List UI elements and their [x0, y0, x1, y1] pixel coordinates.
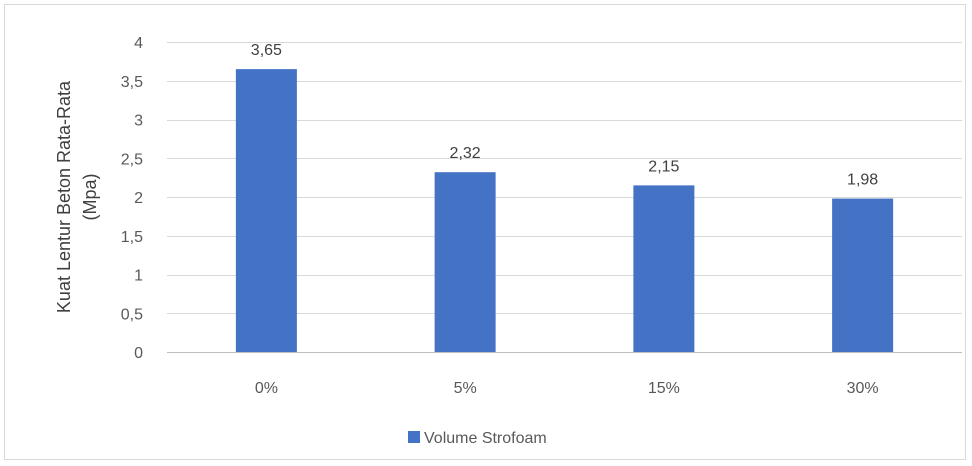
- y-tick-label: 0: [134, 345, 143, 362]
- legend-label: Volume Strofoam: [424, 430, 547, 447]
- x-tick-label: 5%: [454, 380, 477, 397]
- bar: [235, 69, 297, 352]
- y-tick-label: 4: [134, 35, 143, 52]
- y-tick-label: 2,5: [121, 151, 143, 168]
- y-axis-label: Kuat Lentur Beton Rata-Rata (Mpa): [54, 80, 100, 313]
- bar: [434, 172, 496, 352]
- y-tick-labels: 0 0,5 1 1,5 2 2,5 3 3,5 4: [121, 35, 143, 362]
- x-tick-labels: 0% 5% 15% 30%: [255, 380, 879, 397]
- y-tick-label: 0,5: [121, 306, 143, 323]
- y-tick-label: 1,5: [121, 229, 143, 246]
- data-label: 1,98: [847, 172, 878, 189]
- data-label: 3,65: [251, 42, 282, 59]
- y-tick-label: 3: [134, 113, 143, 130]
- data-label: 2,15: [648, 158, 679, 175]
- y-tick-label: 1: [134, 268, 143, 285]
- y-axis-label-line-2: (Mpa): [80, 173, 100, 220]
- y-tick-label: 2: [134, 190, 143, 207]
- data-label: 2,32: [450, 145, 481, 162]
- gridlines: [167, 42, 962, 353]
- bar: [633, 185, 695, 352]
- legend: Volume Strofoam: [408, 430, 547, 447]
- y-tick-label: 3,5: [121, 74, 143, 91]
- x-tick-label: 15%: [648, 380, 680, 397]
- y-axis-label-line-1: Kuat Lentur Beton Rata-Rata: [54, 80, 74, 313]
- bar: [832, 198, 894, 352]
- legend-swatch: [408, 431, 420, 443]
- data-labels: 3,65 2,32 2,15 1,98: [251, 42, 878, 188]
- x-tick-label: 30%: [847, 380, 879, 397]
- bars: [235, 69, 894, 352]
- x-tick-label: 0%: [255, 380, 278, 397]
